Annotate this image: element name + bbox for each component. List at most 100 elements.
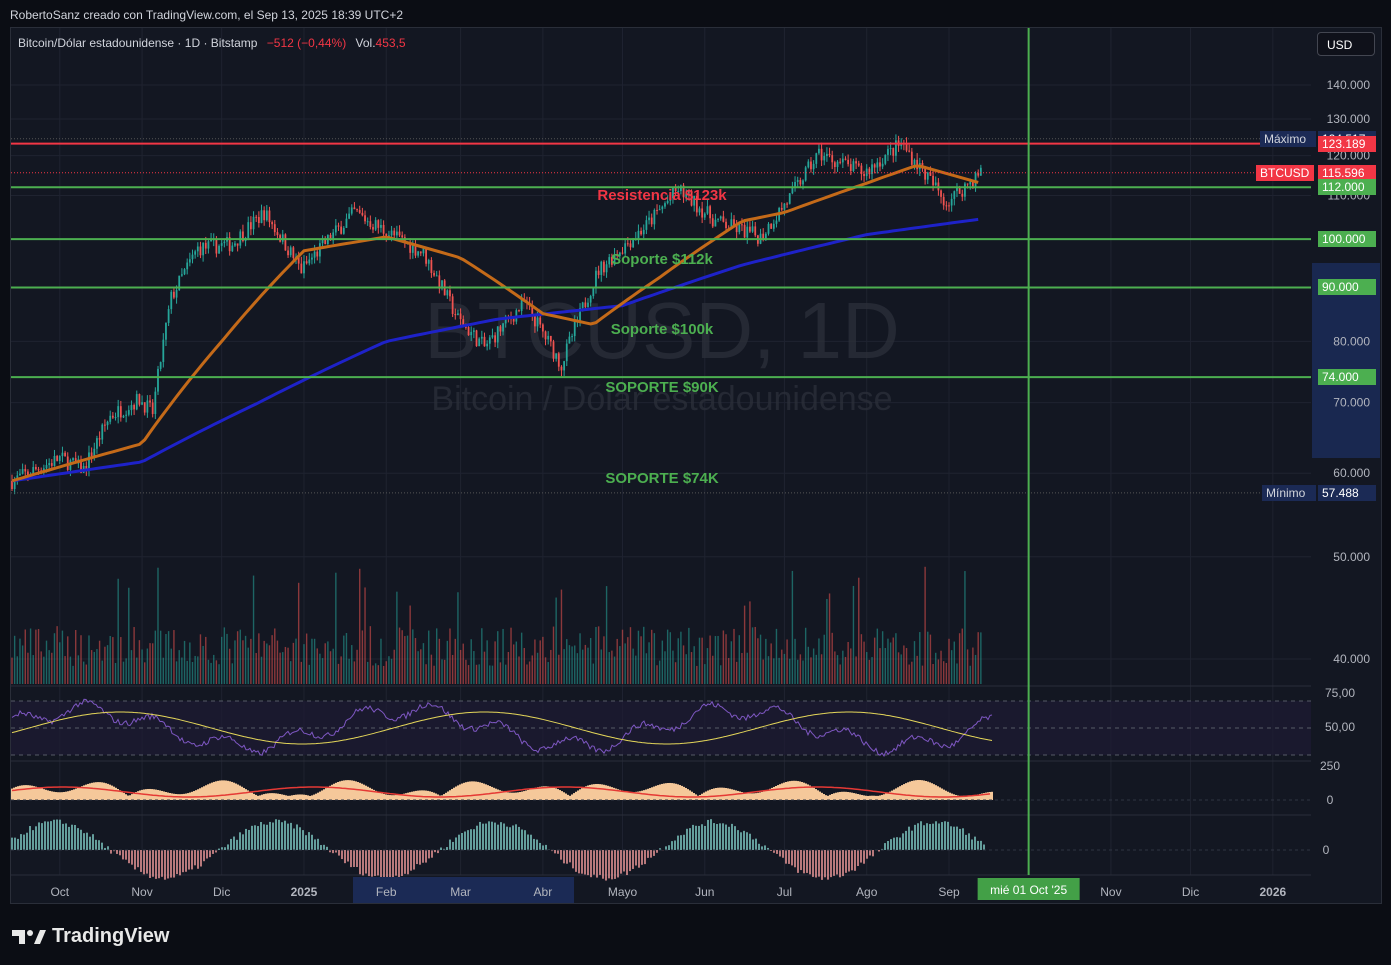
candle-body (313, 251, 316, 258)
volume-bar (977, 632, 979, 684)
min-value-tag: 57.488 (1318, 484, 1376, 501)
volume-bar (635, 655, 637, 684)
candle-body (563, 361, 566, 371)
price-axis-label: 60.000 (1333, 466, 1370, 480)
volume-bar (258, 633, 260, 684)
candle-body (504, 316, 507, 324)
volume-bar (637, 630, 640, 684)
volume-bar (21, 645, 24, 684)
volume-bar (244, 635, 247, 684)
volume-bar (329, 651, 332, 684)
volume-bar (674, 662, 677, 684)
volume-bar (425, 664, 427, 684)
volume-bar (443, 659, 446, 684)
volume-bar (956, 663, 958, 684)
candle-body (324, 239, 327, 245)
volume-bar (252, 575, 255, 684)
volume-bar (359, 568, 361, 684)
candle-body (852, 161, 855, 171)
candle-body (393, 230, 396, 236)
volume-bar (64, 656, 66, 684)
candle-body (964, 183, 966, 197)
volume-bar (550, 649, 552, 684)
volume-bar (324, 643, 326, 684)
volume-value: 453,5 (375, 36, 406, 50)
volume-bar (372, 665, 374, 684)
candle-body (127, 410, 130, 415)
volume-bar (690, 652, 693, 684)
volume-bar (162, 657, 165, 684)
time-axis-label: Jul (777, 885, 792, 899)
symbol-tag: BTCUSD (1256, 164, 1314, 181)
candle-body (457, 313, 459, 316)
volume-bar (412, 629, 414, 684)
volume-bar (887, 638, 889, 684)
volume-bar (90, 650, 93, 684)
time-axis-label: Dic (213, 885, 230, 899)
volume-bar (897, 652, 900, 684)
candle-body (879, 162, 881, 167)
volume-bar (313, 638, 316, 684)
horizontal-levels[interactable] (11, 138, 1311, 494)
candle-body (223, 241, 226, 244)
ma200-line (11, 217, 979, 483)
volume-bar (850, 648, 852, 684)
candle-body (427, 260, 430, 264)
candle-body (215, 239, 218, 254)
volume-bar (966, 649, 969, 684)
candle-body (289, 247, 292, 256)
candle-body (924, 168, 927, 180)
volume-bar (263, 640, 265, 684)
volume-bar (834, 651, 836, 684)
candle-body (170, 291, 173, 310)
candle-body (93, 448, 96, 457)
volume-bar (45, 640, 48, 684)
candle-body (231, 245, 234, 252)
volume-bar (149, 643, 151, 684)
candle-body (682, 185, 685, 198)
volume-bar (398, 627, 401, 684)
volume-bar (390, 658, 393, 684)
candle-body (849, 164, 852, 171)
footer-brand[interactable]: TradingView (12, 925, 169, 948)
volume-bar (927, 631, 929, 684)
volume-bar (889, 642, 892, 684)
annotation-support-112k: Soporte $112k (611, 251, 713, 268)
volume-bar (98, 640, 101, 684)
candle-body (146, 400, 149, 413)
volume-bar (404, 636, 406, 684)
volume-bar (228, 648, 231, 684)
candle-body (958, 187, 961, 194)
candle-body (595, 270, 597, 288)
candle-body (114, 417, 117, 419)
support-value-tag: 112.000 (1318, 179, 1376, 196)
candle-body (16, 475, 19, 480)
symbol-legend[interactable]: Bitcoin/Dólar estadounidense · 1D · Bits… (18, 36, 406, 50)
volume-bar (88, 635, 90, 684)
candle-body (632, 239, 635, 248)
candle-body (653, 209, 656, 225)
candle-body (409, 241, 412, 253)
volume-bar (133, 627, 135, 684)
annotation-support-74k: SOPORTE $74K (605, 470, 719, 487)
price-axis-label: 50.000 (1333, 550, 1370, 564)
currency-button[interactable]: USD (1317, 32, 1375, 56)
candle-body (48, 463, 51, 466)
volume-bar (332, 648, 334, 684)
candle-body (738, 224, 741, 233)
volume-bar (932, 663, 934, 684)
volume-bar (236, 631, 239, 684)
candle-body (579, 307, 581, 322)
volume-bar (942, 661, 945, 684)
volume-bar (735, 661, 738, 684)
candle-body (555, 353, 558, 359)
volume-bar (438, 638, 441, 684)
candle-body (979, 167, 982, 176)
volume-bar (574, 645, 576, 684)
candle-body (892, 148, 895, 156)
volume-bar (93, 651, 95, 684)
volume-bar (608, 652, 610, 684)
time-axis[interactable]: Oct Nov Dic 2025 Feb Mar Abr Mayo Jun Jul Ago Sep No… (50, 877, 1287, 903)
candle-body (130, 405, 133, 411)
